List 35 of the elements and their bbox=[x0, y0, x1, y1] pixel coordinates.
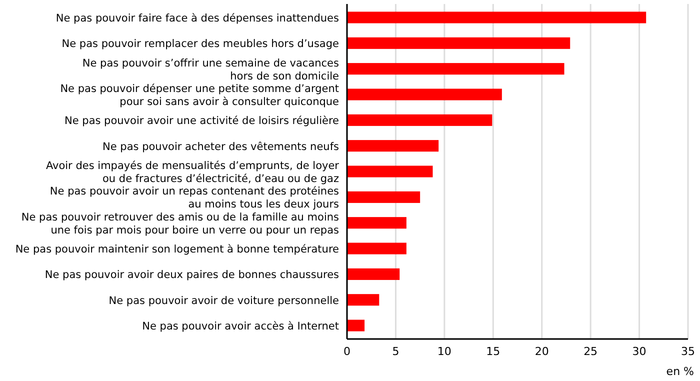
y-tick-label: Ne pas pouvoir avoir une activité de loisirs régulière bbox=[64, 115, 339, 128]
bar bbox=[347, 166, 433, 178]
y-tick-label: Ne pas pouvoir avoir accès à Internet bbox=[142, 320, 339, 333]
y-tick-label: Ne pas pouvoir avoir de voiture personnelle bbox=[108, 294, 339, 307]
x-tick-label: 15 bbox=[486, 345, 500, 358]
x-tick-label: 30 bbox=[632, 345, 646, 358]
x-tick-label: 25 bbox=[584, 345, 598, 358]
y-tick-label: Ne pas pouvoir faire face à des dépenses inattendues bbox=[56, 12, 339, 24]
bar bbox=[347, 140, 439, 152]
y-tick-label: Ne pas pouvoir acheter des vêtements neufs bbox=[102, 140, 339, 153]
bar bbox=[347, 63, 564, 75]
bar bbox=[347, 191, 420, 203]
y-tick-label: Ne pas pouvoir s’offrir une semaine de vacances hors de son domicile bbox=[82, 57, 339, 82]
bar bbox=[347, 217, 406, 229]
y-tick-label: Ne pas pouvoir dépenser une petite somme d’argent pour soi sans avoir à consulter quiconque bbox=[60, 82, 339, 108]
bar bbox=[347, 114, 492, 126]
bar bbox=[347, 242, 406, 254]
bar bbox=[347, 37, 570, 49]
bar bbox=[347, 320, 365, 332]
y-tick-label: Ne pas pouvoir avoir deux paires de bonnes chaussures bbox=[44, 269, 339, 282]
y-tick-label: Ne pas pouvoir retrouver des amis ou de la famille au moins une fois par mois pour boire un verre ou pour un repas bbox=[21, 211, 339, 236]
x-tick-label: 0 bbox=[344, 345, 350, 358]
x-tick-label: 10 bbox=[437, 345, 452, 358]
y-tick-label: Ne pas pouvoir remplacer des meubles hors d’usage bbox=[62, 38, 339, 50]
y-tick-label: Avoir des impayés de mensualités d’emprunts, de loyer ou de fractures d’électricité, d’eau ou de gaz bbox=[46, 160, 340, 185]
y-tick-label: Ne pas pouvoir avoir un repas contenant des protéines au moins tous les deux jours bbox=[50, 186, 339, 211]
bar bbox=[347, 294, 380, 306]
bar bbox=[347, 268, 400, 280]
x-tick-label: 35 bbox=[681, 345, 695, 358]
bar bbox=[347, 12, 646, 24]
y-tick-label: Ne pas pouvoir maintenir son logement à bonne température bbox=[15, 244, 339, 256]
x-tick-label: 5 bbox=[392, 345, 400, 358]
x-tick-label: 20 bbox=[534, 345, 549, 358]
bar bbox=[347, 88, 502, 100]
x-axis-title: en % bbox=[666, 365, 694, 378]
